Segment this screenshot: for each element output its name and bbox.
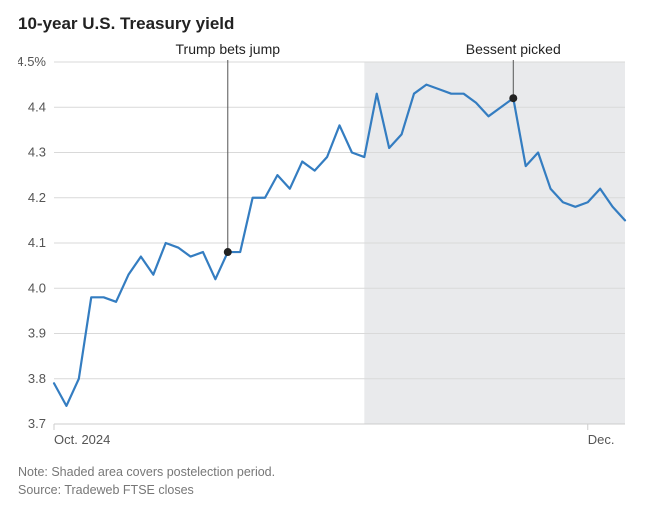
annotation-marker — [224, 248, 232, 256]
y-axis-tick-label: 4.4 — [28, 99, 46, 114]
x-axis-tick-label: Dec. — [588, 432, 615, 447]
chart-source: Source: Tradeweb FTSE closes — [18, 482, 635, 500]
line-chart-svg: 3.7 3.8 3.9 4.0 4.1 4.2 4.3 4.4 4.5% Oct. 2024 Dec… — [18, 40, 635, 456]
chart-footnote: Note: Shaded area covers postelection pe… — [18, 464, 635, 482]
y-axis-tick-label: 3.8 — [28, 371, 46, 386]
y-axis-tick-label: 4.3 — [28, 145, 46, 160]
y-axis-tick-label: 4.0 — [28, 280, 46, 295]
annotation-label: Bessent picked — [466, 41, 561, 57]
chart-title: 10-year U.S. Treasury yield — [18, 14, 635, 34]
y-axis-tick-label: 4.5% — [18, 54, 46, 69]
chart-plot-area: 3.7 3.8 3.9 4.0 4.1 4.2 4.3 4.4 4.5% Oct. 2024 Dec… — [18, 40, 635, 456]
x-axis-tick-label: Oct. 2024 — [54, 432, 110, 447]
annotation-marker — [509, 94, 517, 102]
y-axis-tick-label: 3.9 — [28, 326, 46, 341]
y-axis-tick-label: 3.7 — [28, 416, 46, 431]
y-axis-tick-label: 4.1 — [28, 235, 46, 250]
y-axis-tick-label: 4.2 — [28, 190, 46, 205]
annotation-label: Trump bets jump — [176, 41, 281, 57]
